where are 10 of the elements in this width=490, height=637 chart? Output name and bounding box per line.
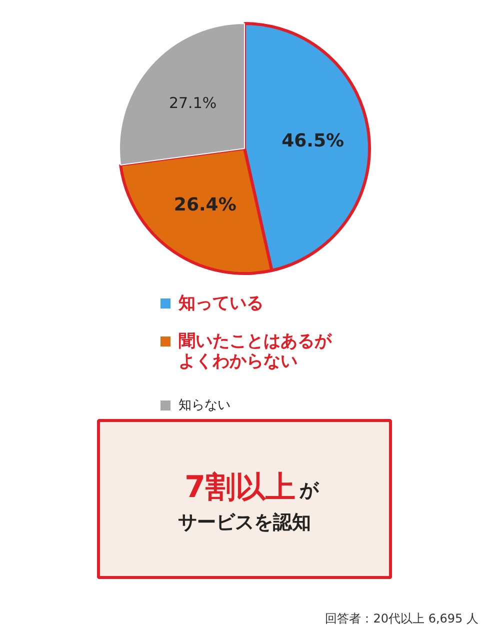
- text: が: [298, 480, 320, 502]
- text: 7割以上: [184, 470, 296, 505]
- data-label: 26.4%: [174, 194, 236, 216]
- legend-label: 聞いたことはあるがよくわからない: [178, 332, 332, 372]
- text: 回答者：20代以上 6,695 人: [325, 612, 479, 626]
- text: サービスを認知: [178, 512, 311, 534]
- data-label: 46.5%: [282, 130, 344, 152]
- legend-label: 知らない: [178, 398, 230, 413]
- legend-label: 知っている: [178, 294, 264, 314]
- data-label: 27.1%: [168, 94, 217, 112]
